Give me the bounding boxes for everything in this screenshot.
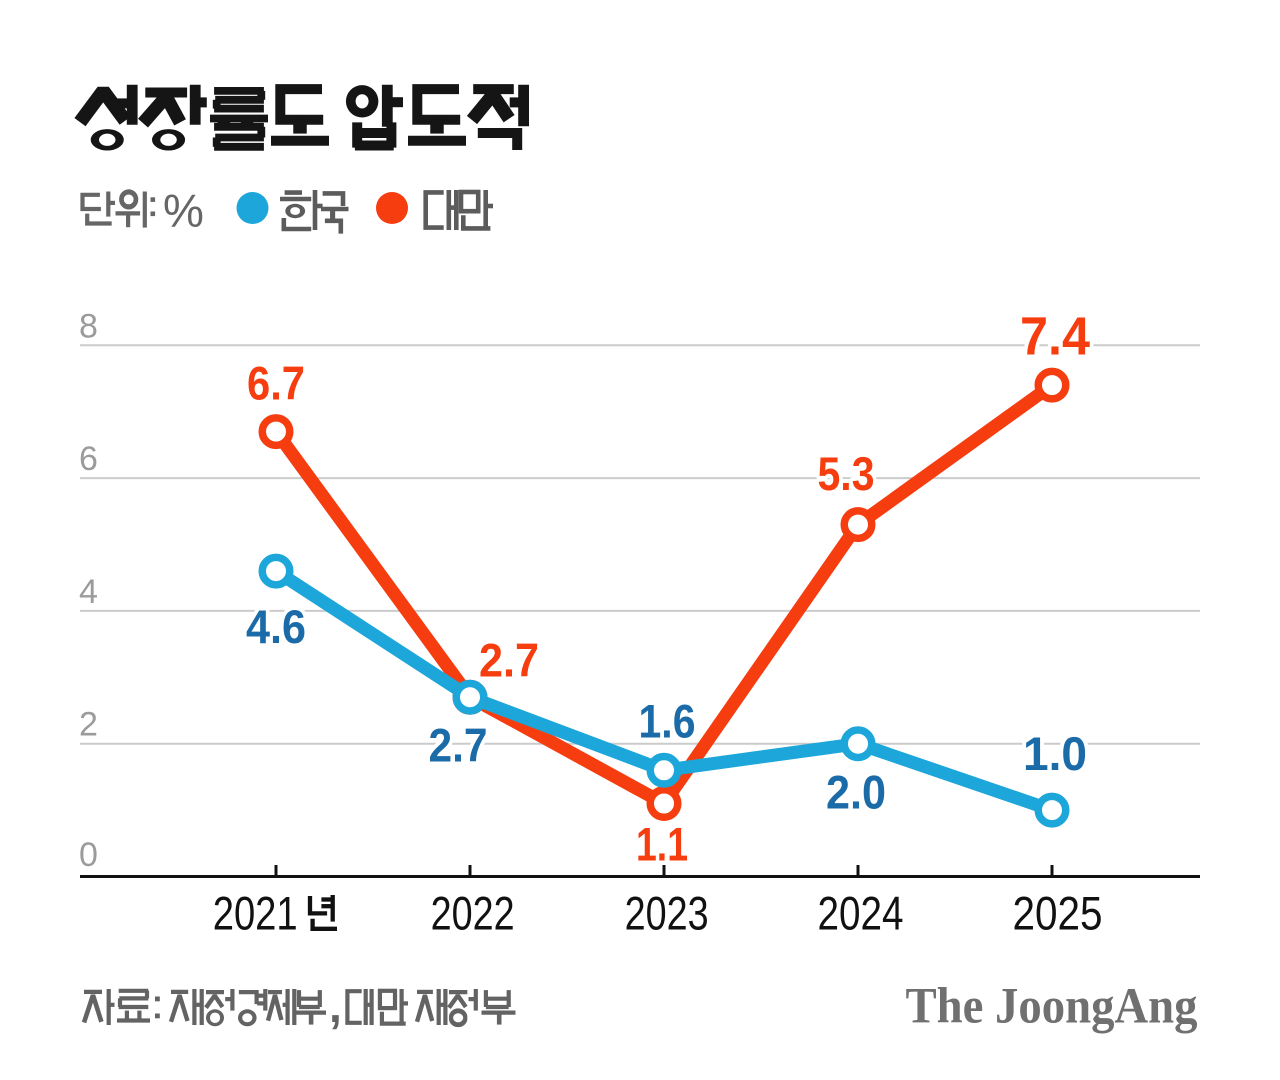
- svg-text:0: 0: [79, 836, 98, 874]
- svg-text:2.7: 2.7: [429, 719, 488, 772]
- svg-text:1.1: 1.1: [636, 818, 688, 871]
- svg-text:4: 4: [79, 573, 98, 611]
- svg-text:4.6: 4.6: [246, 600, 306, 653]
- svg-text:2.0: 2.0: [826, 765, 886, 818]
- svg-text:,: ,: [329, 980, 342, 1032]
- svg-text:6: 6: [79, 440, 98, 478]
- svg-text:6.7: 6.7: [247, 357, 305, 410]
- svg-text:2.7: 2.7: [479, 634, 539, 687]
- svg-text:2021: 2021: [213, 887, 298, 940]
- svg-text:5.3: 5.3: [818, 447, 875, 500]
- svg-text:1.0: 1.0: [1023, 727, 1087, 780]
- svg-text:7.4: 7.4: [1020, 307, 1090, 367]
- svg-text:The JoongAng: The JoongAng: [906, 979, 1198, 1035]
- svg-text:1.6: 1.6: [639, 694, 696, 747]
- svg-text:2024: 2024: [818, 887, 904, 940]
- svg-text:8: 8: [79, 307, 98, 345]
- svg-text:%: %: [163, 185, 204, 237]
- svg-text:2023: 2023: [625, 887, 709, 940]
- svg-text:2022: 2022: [431, 887, 515, 940]
- svg-text:2: 2: [79, 706, 98, 744]
- svg-text:2025: 2025: [1013, 887, 1103, 940]
